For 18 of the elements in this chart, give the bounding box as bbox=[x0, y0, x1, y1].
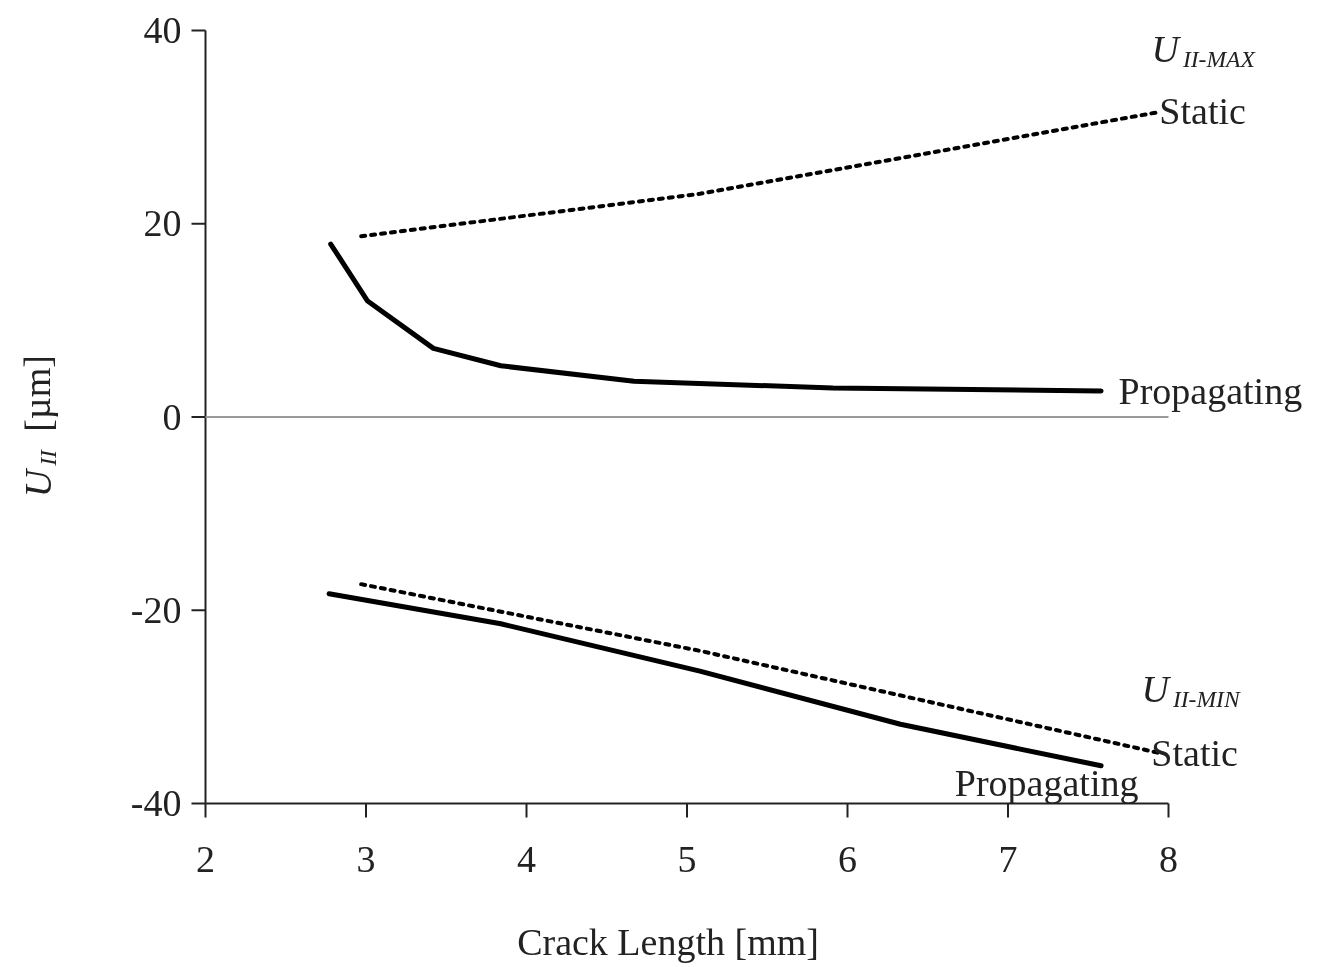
annotation: Propagating bbox=[954, 761, 1139, 804]
x-axis-title: Crack Length [mm] bbox=[517, 920, 819, 963]
x-tick-label: 4 bbox=[517, 838, 536, 880]
y-tick-label: 20 bbox=[143, 202, 182, 245]
x-tick-label: 3 bbox=[356, 838, 376, 880]
x-tick-label: 6 bbox=[838, 838, 857, 880]
annotation: Static bbox=[1159, 89, 1246, 132]
y-axis-title: UII [µm] bbox=[16, 355, 62, 498]
annotation: Propagating bbox=[1118, 369, 1303, 412]
y-tick-label: -40 bbox=[130, 782, 182, 824]
y-tick-label: -20 bbox=[130, 588, 182, 631]
x-tick-label: 8 bbox=[1159, 838, 1178, 880]
x-tick-label: 2 bbox=[196, 838, 215, 880]
y-tick-label: 0 bbox=[162, 395, 182, 438]
y-tick-label: 40 bbox=[143, 9, 182, 51]
x-tick-label: 7 bbox=[998, 838, 1018, 880]
x-tick-label: 5 bbox=[677, 838, 697, 880]
annotation: Static bbox=[1151, 731, 1238, 774]
